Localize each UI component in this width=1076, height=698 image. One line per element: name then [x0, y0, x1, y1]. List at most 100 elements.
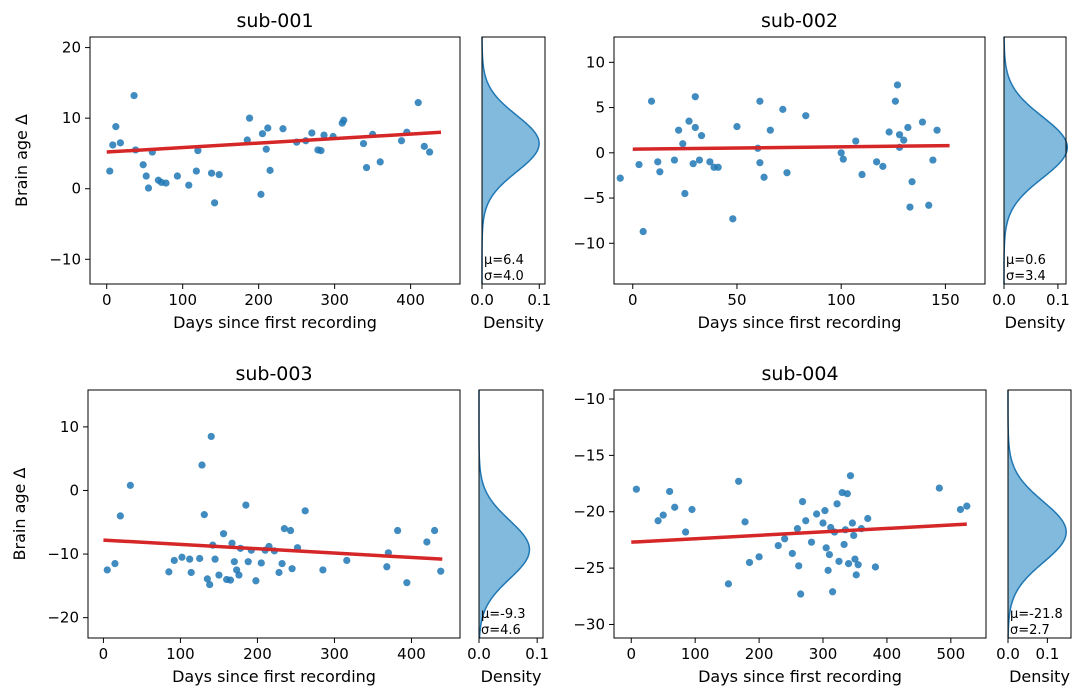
data-point: [774, 541, 782, 550]
mu-annotation: μ=0.6: [1006, 253, 1046, 268]
data-point: [106, 167, 114, 175]
x-tick-label: 100: [681, 645, 710, 663]
data-point: [235, 571, 243, 579]
panel-sub-004: sub-004 0 100 200 300 400 500 −30 −25 −20 −15 −10 Da…: [573, 363, 1072, 686]
data-point: [144, 184, 153, 192]
data-point: [264, 124, 272, 132]
regression-line: [632, 143, 950, 151]
data-point: [203, 575, 211, 583]
y-tick-label: −30: [573, 615, 605, 633]
y-tick-label: 10: [60, 418, 79, 436]
data-point: [275, 568, 283, 577]
data-point: [714, 163, 722, 171]
density-fill: [479, 390, 530, 638]
regression-line: [103, 538, 443, 561]
y-tick-label: 0: [595, 144, 605, 162]
data-point: [659, 511, 667, 519]
y-tick-label: −10: [573, 390, 605, 408]
x-tick-label: 200: [243, 645, 272, 663]
data-point: [187, 568, 195, 577]
data-point: [362, 163, 371, 172]
density-fill: [1008, 390, 1067, 638]
y-tick-label: −20: [47, 609, 79, 627]
plot-frame: [613, 389, 987, 639]
y-tick-label: 20: [62, 39, 81, 57]
data-point: [103, 566, 111, 574]
data-point: [760, 173, 768, 181]
data-point: [850, 531, 858, 540]
data-point: [616, 174, 624, 182]
x-tick-label: 300: [320, 645, 349, 663]
data-point: [906, 203, 914, 211]
data-point: [671, 503, 679, 511]
data-point: [632, 485, 640, 493]
data-point: [126, 481, 134, 489]
data-point: [376, 158, 384, 166]
data-point: [783, 169, 791, 177]
density-axis-label: Density: [1005, 313, 1066, 332]
regression-line: [631, 522, 967, 544]
data-point: [929, 156, 937, 164]
data-point: [755, 553, 763, 561]
data-point: [670, 156, 679, 164]
data-point: [215, 571, 223, 579]
panel-title: sub-002: [761, 10, 838, 32]
density-frame: [1003, 36, 1067, 285]
data-point: [824, 566, 832, 574]
x-tick-label: 400: [397, 645, 426, 663]
x-tick-label: 300: [809, 645, 838, 663]
data-point: [766, 126, 774, 134]
data-point: [215, 171, 223, 179]
data-point: [724, 580, 733, 588]
sigma-annotation: σ=2.7: [1010, 623, 1050, 638]
data-point: [112, 123, 120, 131]
data-point: [647, 97, 656, 105]
data-point: [219, 530, 228, 538]
y-tick-label: 5: [595, 99, 605, 117]
data-point: [257, 190, 265, 198]
x-axis-label: Days since first recording: [698, 313, 902, 332]
data-point: [802, 517, 810, 525]
y-axis-label: Brain age Δ: [12, 114, 31, 207]
y-tick-label: 10: [62, 109, 81, 127]
data-point: [430, 526, 439, 535]
y-tick-label: −25: [573, 559, 605, 577]
data-point: [879, 162, 887, 170]
data-point: [695, 156, 704, 164]
data-point: [383, 563, 391, 571]
mu-annotation: μ=6.4: [484, 253, 524, 268]
data-point: [851, 555, 859, 563]
data-point: [252, 577, 260, 585]
data-point: [840, 540, 848, 549]
y-tick-label: 10: [586, 53, 605, 71]
data-point: [170, 556, 178, 565]
density-panel: 0.0 0.1 Density μ=-9.3σ=4.6: [467, 389, 549, 686]
density-fill: [1004, 37, 1068, 284]
data-point: [797, 590, 805, 598]
data-point: [798, 498, 807, 506]
x-tick-label: 400: [396, 291, 425, 309]
data-point: [420, 142, 428, 150]
data-point: [116, 512, 124, 520]
y-tick-label: −5: [583, 189, 605, 207]
data-point: [821, 507, 829, 515]
y-tick-label: −20: [573, 503, 605, 521]
data-point: [207, 432, 215, 441]
density-fill: [482, 37, 540, 284]
data-point: [288, 565, 296, 573]
data-point: [257, 559, 265, 567]
x-axis-label: Days since first recording: [173, 313, 377, 332]
data-point: [206, 580, 214, 589]
data-point: [854, 561, 862, 569]
data-point: [319, 566, 327, 574]
data-point: [194, 147, 202, 155]
data-point: [873, 158, 881, 166]
data-point: [908, 178, 916, 186]
density-frame: [481, 36, 546, 285]
x-tick-label: 200: [745, 645, 774, 663]
data-point: [925, 201, 933, 209]
data-point: [828, 588, 837, 596]
data-point: [178, 553, 186, 561]
y-tick-label: −10: [49, 250, 81, 268]
data-point: [343, 556, 351, 565]
